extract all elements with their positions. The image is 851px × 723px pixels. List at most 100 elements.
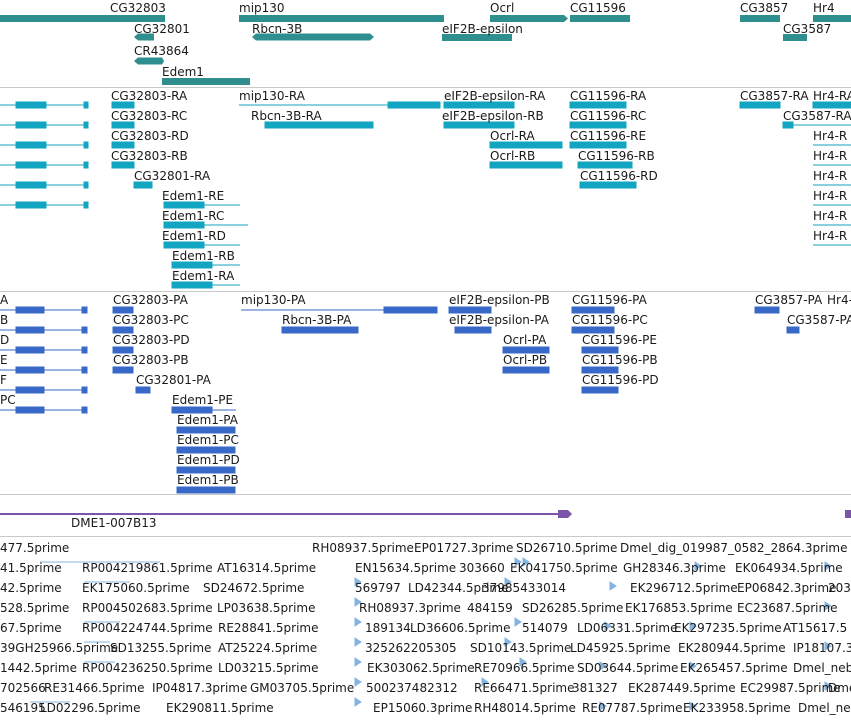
est-label[interactable]: Dmel_neb xyxy=(828,681,851,695)
est-label[interactable]: 42.5prime xyxy=(0,581,62,595)
est-label[interactable]: 325262205305 xyxy=(365,641,457,655)
est-label[interactable]: AT25224.5prime xyxy=(218,641,318,655)
transcript-label[interactable]: CG11596-RB xyxy=(578,149,655,163)
est-label[interactable]: SD24672.5prime xyxy=(203,581,305,595)
est-label[interactable]: 546195 xyxy=(0,701,46,715)
gene-glyph[interactable] xyxy=(252,33,374,41)
cds-label[interactable]: Rbcn-3B-PA xyxy=(282,313,352,327)
est-label[interactable]: SD26710.5prime xyxy=(516,541,618,555)
gene-glyph[interactable] xyxy=(813,15,851,22)
cds-label[interactable]: PC xyxy=(0,393,16,407)
gene-label[interactable]: CG3587 xyxy=(783,22,832,36)
est-label[interactable]: 569797 xyxy=(355,581,401,595)
cds-label[interactable]: Ocrl-PB xyxy=(503,353,548,367)
est-label[interactable]: LD02296.5prime xyxy=(40,701,141,715)
est-label[interactable]: 39GH25966.5prime xyxy=(0,641,119,655)
transcript-label[interactable]: Edem1-RE xyxy=(162,189,225,203)
est-label[interactable]: SD10143.5prime xyxy=(470,641,572,655)
est-label[interactable]: EK064934.5prime xyxy=(735,561,843,575)
gene-glyph[interactable] xyxy=(490,15,568,22)
est-label[interactable]: SD13255.5prime xyxy=(110,641,212,655)
transcript-label[interactable]: Edem1-RC xyxy=(162,209,225,223)
cds-label[interactable]: Edem1-PD xyxy=(177,453,240,467)
est-label[interactable]: EK290811.5prime xyxy=(166,701,274,715)
est-label[interactable]: EK297235.5prime xyxy=(674,621,782,635)
gene-glyph[interactable] xyxy=(740,15,780,22)
gene-glyph[interactable] xyxy=(239,15,444,22)
est-label[interactable]: 67.5prime xyxy=(0,621,62,635)
est-label[interactable]: SD26285.5prime xyxy=(522,601,624,615)
gene-label[interactable]: CR43864 xyxy=(134,44,189,58)
gene-label[interactable]: Edem1 xyxy=(162,65,204,79)
est-label[interactable]: 528.5prime xyxy=(0,601,70,615)
transcript-label[interactable]: Rbcn-3B-RA xyxy=(251,109,322,123)
est-label[interactable]: 381327 xyxy=(572,681,618,695)
est-label[interactable]: EK265457.5prime xyxy=(680,661,788,675)
gene-label[interactable]: CG3857 xyxy=(740,1,789,15)
est-label[interactable]: RE66471.5prime xyxy=(474,681,575,695)
cds-label[interactable]: CG11596-PB xyxy=(582,353,658,367)
cds-label[interactable]: CG32803-PD xyxy=(113,333,190,347)
transcript-label[interactable]: CG11596-RA xyxy=(570,89,647,103)
gene-label[interactable]: CG32803 xyxy=(110,1,166,15)
cds-label[interactable]: Hr4-P xyxy=(827,293,851,307)
cds-label[interactable]: CG11596-PE xyxy=(582,333,657,347)
cds-label[interactable]: CG32801-PA xyxy=(136,373,211,387)
est-label[interactable]: EK303062.5prime xyxy=(367,661,475,675)
est-label[interactable]: RP004219861.5prime xyxy=(82,561,213,575)
transcript-label[interactable]: CG3857-RA xyxy=(740,89,809,103)
transcript-label[interactable]: eIF2B-epsilon-RB xyxy=(442,109,544,123)
transcript-label[interactable]: Hr4-R xyxy=(813,169,848,183)
transcript-label[interactable]: CG11596-RE xyxy=(570,129,647,143)
est-label[interactable]: 303660 xyxy=(459,561,505,575)
transcript-label[interactable]: Hr4-RA xyxy=(813,89,851,103)
est-label[interactable]: 189134 xyxy=(365,621,411,635)
clone-label[interactable]: DME1-007B13 xyxy=(71,516,157,530)
transcript-label[interactable]: Hr4-R xyxy=(813,129,848,143)
est-label[interactable]: LD42344.5prime xyxy=(408,581,509,595)
transcript-label[interactable]: CG32803-RD xyxy=(111,129,189,143)
gene-glyph[interactable] xyxy=(134,33,154,41)
est-label[interactable]: AT16314.5prime xyxy=(217,561,317,575)
est-label[interactable]: EK041750.5prime xyxy=(510,561,618,575)
est-label[interactable]: RP004502683.5prime xyxy=(82,601,213,615)
cds-label[interactable]: CG32803-PB xyxy=(113,353,189,367)
est-label[interactable]: IP04817.3prime xyxy=(152,681,248,695)
est-label[interactable]: 702566 xyxy=(0,681,46,695)
cds-label[interactable]: CG11596-PD xyxy=(582,373,659,387)
transcript-label[interactable]: CG32803-RB xyxy=(111,149,188,163)
est-label[interactable]: RE07787.5prime xyxy=(582,701,683,715)
gene-glyph[interactable] xyxy=(162,78,250,85)
est-label[interactable]: LD06331.5prime xyxy=(577,621,678,635)
cds-label[interactable]: Ocrl-PA xyxy=(503,333,547,347)
est-label[interactable]: 477.5prime xyxy=(0,541,70,555)
cds-label[interactable]: eIF2B-epsilon-PA xyxy=(449,313,549,327)
est-label[interactable]: EC23687.5prime xyxy=(737,601,838,615)
transcript-label[interactable]: CG11596-RC xyxy=(570,109,647,123)
transcript-label[interactable]: Edem1-RA xyxy=(172,269,235,283)
cds-label[interactable]: A xyxy=(0,293,9,307)
est-label[interactable]: EK233958.5prime xyxy=(683,701,791,715)
gene-glyph[interactable] xyxy=(783,34,807,41)
est-label[interactable]: EK296712.5prime xyxy=(630,581,738,595)
est-label[interactable]: LD45925.5prime xyxy=(570,641,671,655)
est-label[interactable]: 203 xyxy=(828,581,851,595)
cds-label[interactable]: E xyxy=(0,353,8,367)
transcript-label[interactable]: Hr4-R xyxy=(813,189,848,203)
cds-label[interactable]: mip130-PA xyxy=(241,293,306,307)
est-label[interactable]: EP06842.3prime xyxy=(737,581,837,595)
cds-label[interactable]: Edem1-PC xyxy=(177,433,239,447)
est-label[interactable]: Dmel_neb xyxy=(793,661,851,675)
cds-label[interactable]: eIF2B-epsilon-PB xyxy=(449,293,550,307)
est-label[interactable]: SD03644.5prime xyxy=(577,661,679,675)
transcript-label[interactable]: CG3587-RA xyxy=(783,109,851,123)
gene-label[interactable]: Hr4 xyxy=(813,1,835,15)
gene-label[interactable]: CG32801 xyxy=(134,22,190,36)
transcript-label[interactable]: CG32801-RA xyxy=(134,169,211,183)
cds-label[interactable]: CG32803-PA xyxy=(113,293,188,307)
transcript-label[interactable]: Hr4-R xyxy=(813,209,848,223)
transcript-label[interactable]: mip130-RA xyxy=(239,89,305,103)
est-label[interactable]: 37985433014 xyxy=(482,581,566,595)
est-label[interactable]: 514079 xyxy=(522,621,568,635)
gene-label[interactable]: CG11596 xyxy=(570,1,626,15)
